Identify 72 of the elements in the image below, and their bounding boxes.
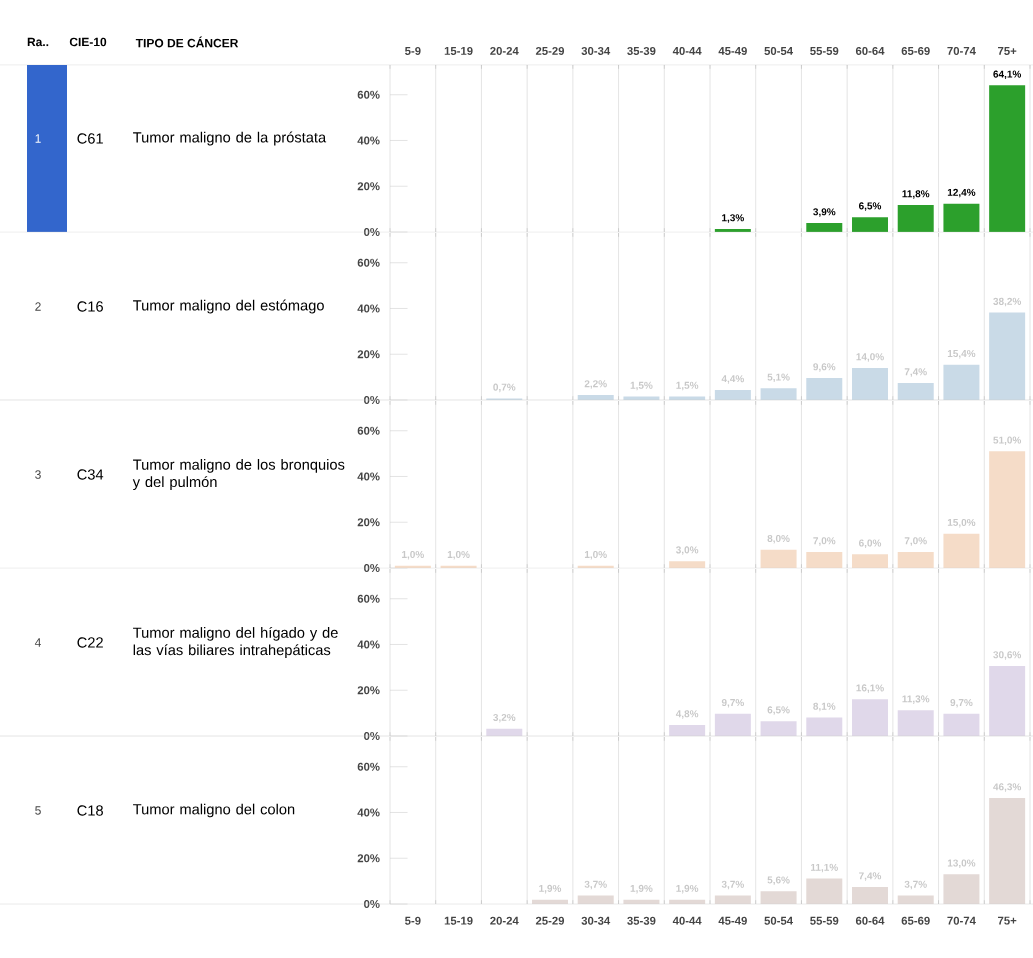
text: 5 [35,806,41,815]
y-tick-label: 40% [357,136,380,145]
y-tick-label: 40% [357,808,380,817]
y-tick-label: 40% [357,640,380,649]
y-tick-label: 60% [357,594,380,603]
x-tick-label: 70-74 [947,916,976,925]
y-tick-label: 0% [364,731,380,740]
text: Tumor maligno del estómago [133,299,324,314]
x-tick-label: 15-19 [444,916,473,925]
y-tick-label: 0% [364,563,380,572]
x-tick-label: 5-9 [405,46,421,55]
y-tick-label: 60% [357,426,380,435]
x-tick-label: 75+ [998,916,1017,925]
x-tick-label: 25-29 [535,46,565,55]
data-label: 3,9% [813,208,836,217]
x-tick-label: 55-59 [810,916,839,925]
text: Tumor maligno de la próstata [133,131,327,146]
x-tick-label: 40-44 [672,46,702,55]
x-tick-label: 60-64 [855,46,885,55]
x-tick-label: 40-44 [672,916,702,925]
x-tick-label: 75+ [998,47,1017,55]
y-tick-label: 20% [357,350,380,359]
x-tick-label: 25-29 [535,916,565,925]
y-tick-label: 60% [357,258,380,267]
x-tick-label: 20-24 [490,916,519,925]
y-tick-label: 0% [364,395,380,404]
y-tick-label: 0% [364,227,380,236]
text: Tumor maligno de los bronquios y del pulmón [132,459,345,490]
text: C16 [77,301,103,312]
x-tick-label: 5-9 [405,916,421,925]
x-tick-label: 15-19 [444,46,473,55]
y-tick-label: 0% [364,900,380,909]
text: C61 [77,133,103,144]
x-tick-label: 30-34 [581,46,611,55]
x-tick-label: 35-39 [627,46,656,55]
data-label: 1,3% [722,214,744,223]
x-tick-label: 45-49 [718,46,747,55]
text: CIE-10 [69,37,107,47]
x-tick-label: 65-69 [901,916,930,925]
y-tick-label: 40% [357,304,380,313]
y-tick-label: 20% [357,686,380,695]
text: 4 [34,638,41,647]
data-label: 11,8% [902,190,930,199]
y-tick-label: 40% [357,472,380,481]
y-tick-label: 20% [357,854,380,863]
data-label: 64,1% [993,70,1022,80]
text: TIPO DE CÁNCER [135,36,239,48]
y-tick-label: 20% [357,518,380,527]
text: 2 [35,302,41,311]
x-tick-label: 45-49 [718,916,747,925]
y-tick-label: 60% [357,90,380,99]
x-tick-label: 70-74 [947,46,976,55]
text: Ra.. [27,37,49,47]
x-tick-label: 50-54 [764,46,794,55]
text: C22 [77,637,103,648]
text: Tumor maligno del hígado y de las vías biliares intrahepáticas [133,626,338,659]
x-tick-label: 35-39 [627,916,656,925]
x-tick-label: 55-59 [810,46,839,55]
text: 1 [35,134,41,143]
x-tick-label: 20-24 [490,46,519,55]
text: C34 [77,469,104,480]
text: C18 [77,805,103,816]
x-tick-label: 65-69 [901,46,930,55]
x-tick-label: 60-64 [855,916,885,925]
y-tick-label: 20% [357,182,380,191]
text: 3 [35,470,41,479]
x-tick-label: 30-34 [581,916,611,925]
y-tick-label: 60% [357,762,380,771]
x-tick-label: 50-54 [764,916,794,925]
data-label: 12,4% [947,188,976,198]
data-label: 6,5% [858,202,882,211]
text: Tumor maligno del colon [133,803,295,818]
